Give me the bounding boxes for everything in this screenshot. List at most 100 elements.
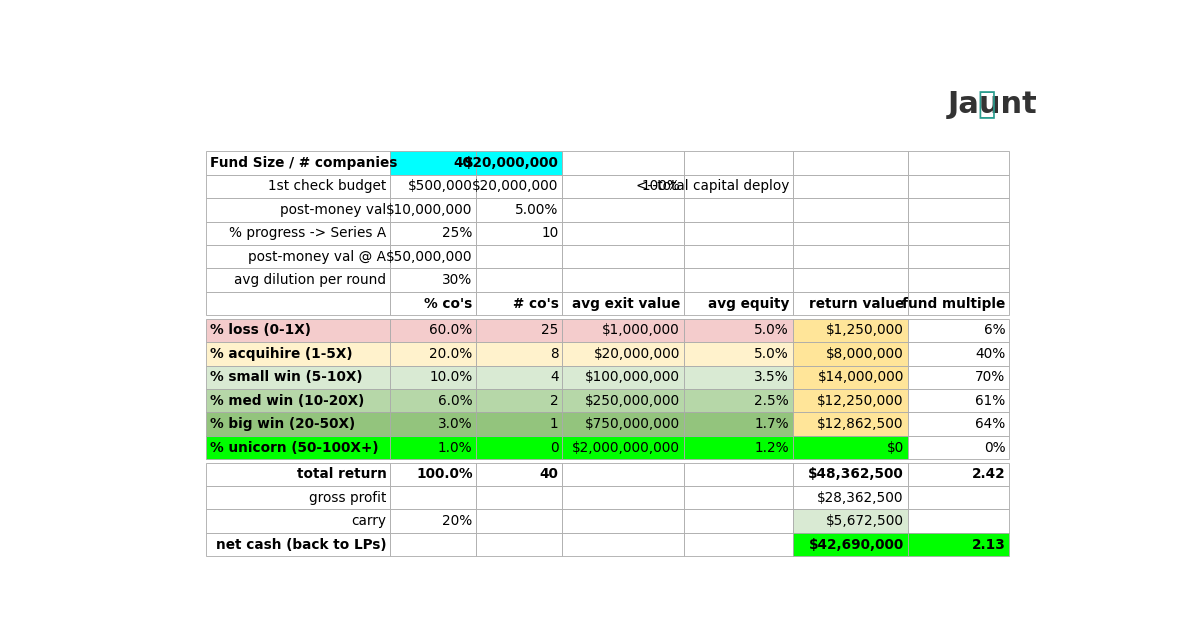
Text: % loss (0-1X): % loss (0-1X) [210, 323, 311, 337]
Text: 2.5%: 2.5% [755, 394, 790, 408]
Bar [390, 436, 476, 459]
Bar [907, 222, 1009, 245]
Text: 40: 40 [454, 156, 473, 170]
Bar [390, 268, 476, 292]
Text: $20,000,000: $20,000,000 [594, 346, 680, 361]
Bar [206, 389, 390, 413]
Text: 64%: 64% [976, 417, 1006, 431]
Text: gross profit: gross profit [310, 491, 386, 505]
Bar [476, 342, 563, 365]
Text: 20.0%: 20.0% [430, 346, 473, 361]
Bar [206, 462, 390, 486]
Text: 60.0%: 60.0% [430, 323, 473, 337]
Bar [907, 175, 1009, 198]
Bar [793, 292, 907, 316]
Bar [907, 151, 1009, 175]
Bar [206, 268, 390, 292]
Bar [907, 342, 1009, 365]
Bar [476, 175, 563, 198]
Bar [390, 413, 476, 436]
Bar [563, 436, 684, 459]
Text: Fund Size / # companies: Fund Size / # companies [210, 156, 397, 170]
Bar [206, 198, 390, 222]
Bar [563, 462, 684, 486]
Bar [793, 486, 907, 510]
Bar [793, 222, 907, 245]
Bar [793, 510, 907, 533]
Bar [907, 389, 1009, 413]
Bar [684, 222, 793, 245]
Bar [563, 151, 684, 175]
Text: 40: 40 [540, 467, 559, 481]
Bar [907, 510, 1009, 533]
Bar [206, 413, 390, 436]
Text: 1.2%: 1.2% [755, 441, 790, 455]
Text: $100,000,000: $100,000,000 [584, 370, 680, 384]
Text: 100%: 100% [641, 180, 680, 193]
Text: 61%: 61% [976, 394, 1006, 408]
Bar [206, 533, 390, 556]
Text: $10,000,000: $10,000,000 [386, 203, 473, 217]
Text: 🐧: 🐧 [978, 90, 996, 119]
Text: $2,000,000,000: $2,000,000,000 [572, 441, 680, 455]
Bar [684, 533, 793, 556]
Bar [563, 413, 684, 436]
Bar [206, 222, 390, 245]
Bar [684, 151, 793, 175]
Bar [390, 389, 476, 413]
Text: 5.0%: 5.0% [755, 346, 790, 361]
Bar [684, 292, 793, 316]
Bar [390, 292, 476, 316]
Text: return value: return value [809, 297, 904, 311]
Bar [206, 175, 390, 198]
Bar [793, 365, 907, 389]
Bar [684, 175, 793, 198]
Bar [793, 198, 907, 222]
Bar [907, 436, 1009, 459]
Text: $48,362,500: $48,362,500 [808, 467, 904, 481]
Text: 3.5%: 3.5% [755, 370, 790, 384]
Text: 2.13: 2.13 [972, 538, 1006, 552]
Text: % big win (20-50X): % big win (20-50X) [210, 417, 355, 431]
Bar [563, 319, 684, 342]
Bar [563, 175, 684, 198]
Bar [206, 342, 390, 365]
Bar [684, 510, 793, 533]
Text: 5.0%: 5.0% [755, 323, 790, 337]
Text: 3.0%: 3.0% [438, 417, 473, 431]
Text: 1.0%: 1.0% [438, 441, 473, 455]
Text: 2: 2 [550, 394, 559, 408]
Bar [684, 268, 793, 292]
Text: $5,672,500: $5,672,500 [826, 514, 904, 528]
Bar [390, 365, 476, 389]
Text: $12,862,500: $12,862,500 [817, 417, 904, 431]
Text: $12,250,000: $12,250,000 [817, 394, 904, 408]
Text: Jaunt: Jaunt [948, 90, 1037, 119]
Text: 0%: 0% [984, 441, 1006, 455]
Bar [390, 151, 476, 175]
Bar [907, 198, 1009, 222]
Text: 0: 0 [550, 441, 559, 455]
Bar [563, 486, 684, 510]
Bar [390, 510, 476, 533]
Bar [206, 292, 390, 316]
Bar [390, 533, 476, 556]
Bar [390, 342, 476, 365]
Text: % co's: % co's [425, 297, 473, 311]
Text: $1,250,000: $1,250,000 [826, 323, 904, 337]
Text: $20,000,000: $20,000,000 [463, 156, 559, 170]
Bar [563, 222, 684, 245]
Text: 2.42: 2.42 [972, 467, 1006, 481]
Bar [476, 319, 563, 342]
Text: 25: 25 [541, 323, 559, 337]
Text: % unicorn (50-100X+): % unicorn (50-100X+) [210, 441, 378, 455]
Text: post-money val @ A: post-money val @ A [248, 249, 386, 264]
Bar [206, 319, 390, 342]
Text: % small win (5-10X): % small win (5-10X) [210, 370, 362, 384]
Bar [390, 222, 476, 245]
Text: $20,000,000: $20,000,000 [473, 180, 559, 193]
Bar [907, 319, 1009, 342]
Bar [206, 151, 390, 175]
Bar [476, 151, 563, 175]
Bar [390, 462, 476, 486]
